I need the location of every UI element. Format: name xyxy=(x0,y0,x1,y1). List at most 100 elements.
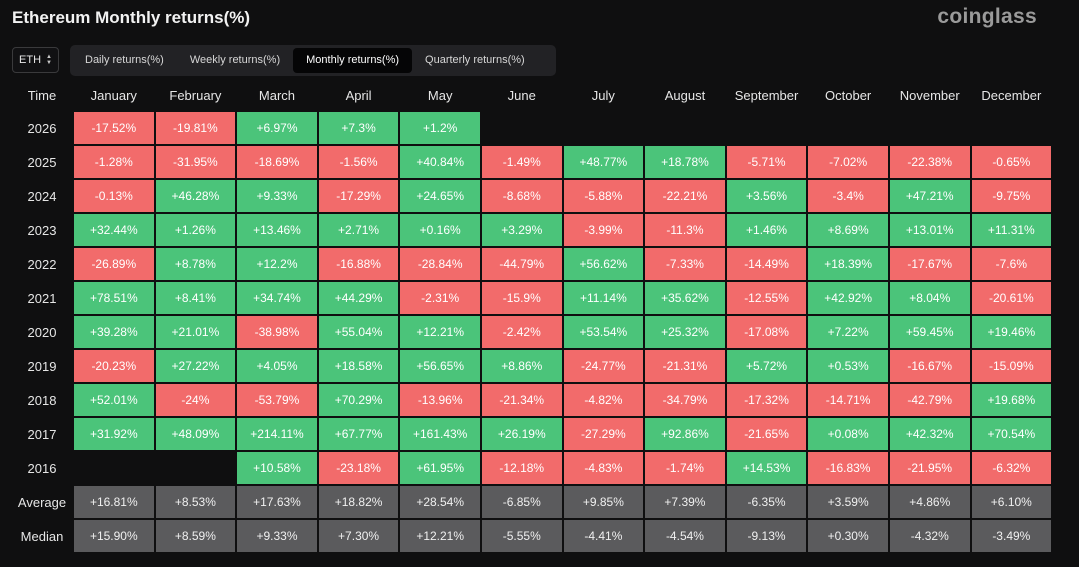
return-cell: +8.78% xyxy=(155,248,236,280)
return-cell: +161.43% xyxy=(400,418,480,450)
column-header-july: July xyxy=(591,87,615,103)
tab-monthly-returns[interactable]: Monthly returns(%) xyxy=(293,48,413,73)
tab-daily-returns[interactable]: Daily returns(%) xyxy=(85,54,164,66)
table-row: 2016 +10.58% -23.18% +61.95% -12.18% -4.83% -1… xyxy=(12,452,1052,484)
return-cell: -2.31% xyxy=(400,282,480,314)
return-cell: -16.88% xyxy=(318,248,399,280)
return-cell: +12.21% xyxy=(400,316,480,348)
return-cell: +55.04% xyxy=(318,316,399,348)
return-cell: -13.96% xyxy=(400,384,480,416)
return-cell: +13.46% xyxy=(237,214,317,246)
return-cell: +214.11% xyxy=(237,418,317,450)
return-cell: -42.79% xyxy=(889,384,970,416)
return-cell: +42.32% xyxy=(889,418,970,450)
summary-cell: -9.13% xyxy=(726,520,807,552)
summary-cell: +15.90% xyxy=(74,520,154,552)
return-cell: +0.08% xyxy=(808,418,888,450)
return-cell: +8.41% xyxy=(155,282,236,314)
return-cell: -11.3% xyxy=(645,214,725,246)
row-year: 2023 xyxy=(27,222,57,238)
summary-cell: -5.55% xyxy=(481,520,562,552)
return-cell: -21.65% xyxy=(726,418,807,450)
return-cell: +32.44% xyxy=(74,214,154,246)
return-cell: -31.95% xyxy=(155,146,236,178)
table-row: 2018 +52.01% -24% -53.79% +70.29% -13.96% -21.… xyxy=(12,384,1052,416)
return-cell: +53.54% xyxy=(563,316,644,348)
table-header-row: Time January February March April May June July… xyxy=(12,80,1051,110)
return-cell: +11.14% xyxy=(563,282,644,314)
summary-cell: +8.53% xyxy=(155,486,236,518)
return-cell: -28.84% xyxy=(400,248,480,280)
return-cell: +35.62% xyxy=(645,282,725,314)
return-cell: +31.92% xyxy=(74,418,154,450)
table-row: 2019 -20.23% +27.22% +4.05% +18.58% +56.65% +8… xyxy=(12,350,1052,382)
row-year: 2025 xyxy=(27,154,57,170)
return-cell xyxy=(74,452,154,484)
row-year: 2017 xyxy=(27,426,57,442)
return-cell: -38.98% xyxy=(237,316,317,348)
return-cell: +11.31% xyxy=(971,214,1052,246)
return-cell xyxy=(808,112,888,144)
column-header-april: April xyxy=(345,87,372,103)
return-cell: -12.55% xyxy=(726,282,807,314)
return-cell: +0.16% xyxy=(400,214,480,246)
return-cell xyxy=(890,112,970,144)
summary-cell: +7.30% xyxy=(318,520,399,552)
return-cell: -26.89% xyxy=(74,248,154,280)
return-cell xyxy=(564,112,644,144)
return-cell: -3.4% xyxy=(808,180,888,212)
return-cell: +26.19% xyxy=(481,418,562,450)
return-cell: -20.61% xyxy=(971,282,1052,314)
return-cell: +1.2% xyxy=(400,112,480,144)
return-cell: +1.46% xyxy=(726,214,807,246)
summary-cell: +12.21% xyxy=(400,520,480,552)
return-cell: -24.77% xyxy=(563,350,644,382)
return-cell: -7.02% xyxy=(808,146,888,178)
summary-cell: +7.39% xyxy=(645,486,725,518)
row-year: 2018 xyxy=(27,392,57,408)
column-header-time: Time xyxy=(27,87,57,103)
return-cell: -17.67% xyxy=(889,248,970,280)
column-header-march: March xyxy=(258,87,296,103)
return-cell: +52.01% xyxy=(74,384,154,416)
table-row: 2017 +31.92% +48.09% +214.11% +67.77% +161.43… xyxy=(12,418,1052,450)
return-cell: +21.01% xyxy=(155,316,236,348)
return-cell: +8.04% xyxy=(889,282,970,314)
tab-weekly-returns[interactable]: Weekly returns(%) xyxy=(189,54,281,66)
return-cell: +18.78% xyxy=(645,146,725,178)
return-cell: +13.01% xyxy=(889,214,970,246)
return-cell xyxy=(156,452,236,484)
return-cell: -15.9% xyxy=(481,282,562,314)
return-cell: +25.32% xyxy=(645,316,725,348)
return-cell: +18.58% xyxy=(318,350,399,382)
page-title: Ethereum Monthly returns(%) xyxy=(12,8,251,27)
return-cell: +92.86% xyxy=(645,418,725,450)
return-cell: -1.56% xyxy=(318,146,399,178)
row-year: 2022 xyxy=(27,256,57,272)
summary-cell: +9.85% xyxy=(563,486,644,518)
summary-cell: +18.82% xyxy=(318,486,399,518)
summary-cell: -4.41% xyxy=(563,520,644,552)
return-cell: +8.86% xyxy=(481,350,562,382)
return-cell xyxy=(482,112,562,144)
return-cell: -22.38% xyxy=(889,146,970,178)
summary-cell: -6.35% xyxy=(726,486,807,518)
asset-select[interactable]: ETH ▲ ▼ xyxy=(12,47,59,73)
return-cell: -5.71% xyxy=(726,146,807,178)
return-cell: +4.05% xyxy=(237,350,317,382)
tab-quarterly-returns[interactable]: Quarterly returns(%) xyxy=(425,54,525,66)
return-cell: -24% xyxy=(155,384,236,416)
return-cell: -2.42% xyxy=(481,316,562,348)
summary-row-median: Median +15.90% +8.59% +9.33% +7.30% +12.21% -5… xyxy=(12,520,1052,552)
return-cell: -4.82% xyxy=(563,384,644,416)
return-cell: +18.39% xyxy=(808,248,888,280)
table-row: 2025 -1.28% -31.95% -18.69% -1.56% +40.84% -1.… xyxy=(12,146,1052,178)
return-cell: -8.68% xyxy=(481,180,562,212)
return-cell: -14.49% xyxy=(726,248,807,280)
return-cell: +1.26% xyxy=(155,214,236,246)
return-cell: +7.3% xyxy=(318,112,399,144)
summary-label: Average xyxy=(17,494,67,510)
asset-select-value: ETH xyxy=(19,54,42,66)
return-cell: -17.29% xyxy=(318,180,399,212)
return-cell: +24.65% xyxy=(400,180,480,212)
